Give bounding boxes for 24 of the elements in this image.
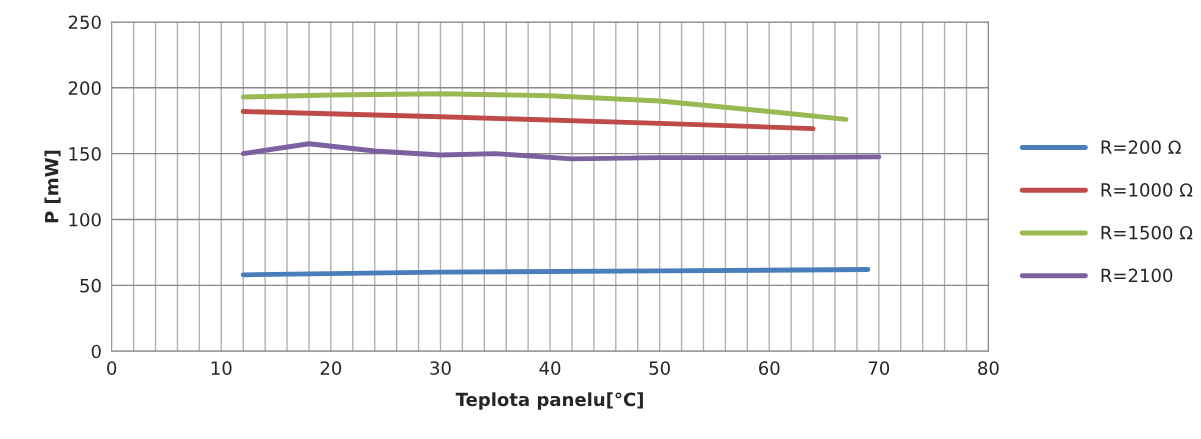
line-series	[240, 109, 816, 132]
y-tick-label: 100	[69, 212, 101, 227]
legend-label: R=1000 Ω	[1101, 183, 1193, 197]
x-tick-label: 20	[320, 361, 342, 375]
x-tick-label: 50	[649, 361, 670, 375]
y-tick-label: 250	[68, 15, 101, 30]
x-tick-label: 30	[430, 361, 451, 375]
y-axis-title: P [mW]	[44, 150, 61, 223]
legend-label: R=1500 Ω	[1101, 225, 1193, 240]
line-series	[240, 91, 849, 122]
x-tick-label: 80	[978, 361, 999, 375]
x-tick-label: 40	[539, 361, 561, 375]
legend-label: R=2100	[1101, 268, 1173, 283]
x-tick-label: 0	[107, 361, 117, 375]
x-tick-label: 60	[759, 361, 780, 375]
y-tick-label: 150	[69, 147, 101, 161]
y-tick-label: 0	[91, 344, 101, 359]
y-tick-label: 50	[80, 278, 101, 293]
legend-label: R=200 Ω	[1101, 140, 1181, 155]
x-tick-label: 10	[211, 361, 232, 375]
x-tick-label: 70	[868, 361, 890, 375]
line-series	[240, 141, 882, 162]
x-axis-title: Teplota panelu[°C]	[455, 392, 643, 410]
y-tick-label: 200	[68, 81, 101, 95]
